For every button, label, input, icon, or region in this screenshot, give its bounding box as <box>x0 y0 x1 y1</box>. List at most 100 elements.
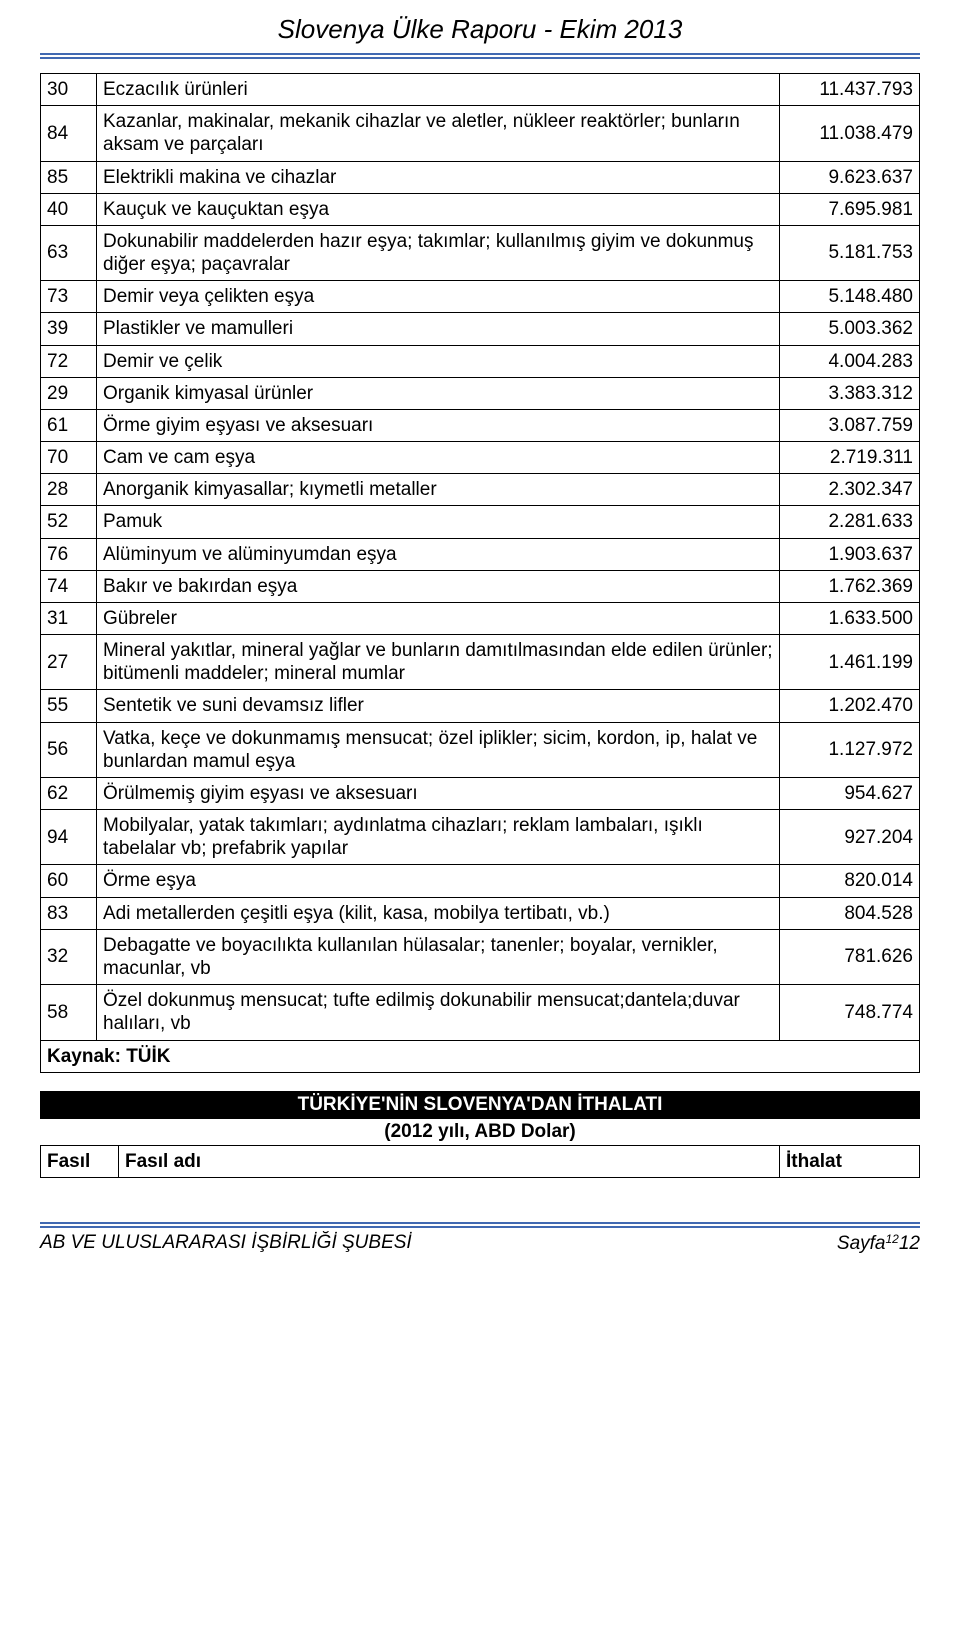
cell-desc: Örme eşya <box>97 865 780 897</box>
table-row: 62Örülmemiş giyim eşyası ve aksesuarı954… <box>41 777 920 809</box>
table-row: 55Sentetik ve suni devamsız lifler1.202.… <box>41 690 920 722</box>
cell-val: 5.181.753 <box>780 225 920 280</box>
cell-code: 63 <box>41 225 97 280</box>
footer-left: AB VE ULUSLARARASI İŞBİRLİĞİ ŞUBESİ <box>40 1232 412 1255</box>
table-row: 27Mineral yakıtlar, mineral yağlar ve bu… <box>41 635 920 690</box>
cell-val: 9.623.637 <box>780 161 920 193</box>
header-underline <box>40 53 920 59</box>
cell-val: 1.903.637 <box>780 538 920 570</box>
cell-val: 11.038.479 <box>780 106 920 161</box>
cell-code: 28 <box>41 474 97 506</box>
table-row: 28Anorganik kimyasallar; kıymetli metall… <box>41 474 920 506</box>
cell-desc: Organik kimyasal ürünler <box>97 377 780 409</box>
cell-val: 3.087.759 <box>780 409 920 441</box>
section-header-table: Fasıl Fasıl adı İthalat <box>40 1145 920 1178</box>
cell-val: 5.003.362 <box>780 313 920 345</box>
cell-desc: Sentetik ve suni devamsız lifler <box>97 690 780 722</box>
table-row: 40Kauçuk ve kauçuktan eşya7.695.981 <box>41 193 920 225</box>
table-row: 32Debagatte ve boyacılıkta kullanılan hü… <box>41 929 920 984</box>
cell-desc: Dokunabilir maddelerden hazır eşya; takı… <box>97 225 780 280</box>
page-title: Slovenya Ülke Raporu - Ekim 2013 <box>40 14 920 45</box>
cell-val: 1.127.972 <box>780 722 920 777</box>
footer-right: Sayfa1212 <box>837 1232 920 1255</box>
cell-code: 84 <box>41 106 97 161</box>
page-header: Slovenya Ülke Raporu - Ekim 2013 <box>40 0 920 51</box>
cell-code: 94 <box>41 810 97 865</box>
table-header-row: Fasıl Fasıl adı İthalat <box>41 1145 920 1177</box>
footer-page-small: 12 <box>886 1232 899 1246</box>
footer-page-prefix: Sayfa <box>837 1233 886 1254</box>
table-row: 63Dokunabilir maddelerden hazır eşya; ta… <box>41 225 920 280</box>
cell-code: 73 <box>41 281 97 313</box>
cell-desc: Demir veya çelikten eşya <box>97 281 780 313</box>
section-subtitle: (2012 yılı, ABD Dolar) <box>40 1119 920 1145</box>
col-header-code: Fasıl <box>41 1145 119 1177</box>
cell-desc: Eczacılık ürünleri <box>97 74 780 106</box>
cell-code: 74 <box>41 570 97 602</box>
cell-code: 27 <box>41 635 97 690</box>
cell-desc: Debagatte ve boyacılıkta kullanılan hüla… <box>97 929 780 984</box>
cell-code: 55 <box>41 690 97 722</box>
cell-code: 76 <box>41 538 97 570</box>
cell-code: 40 <box>41 193 97 225</box>
source-label: Kaynak: TÜİK <box>41 1040 920 1072</box>
cell-desc: Cam ve cam eşya <box>97 442 780 474</box>
cell-val: 1.633.500 <box>780 602 920 634</box>
table-row: 73Demir veya çelikten eşya5.148.480 <box>41 281 920 313</box>
table-row: 31Gübreler1.633.500 <box>41 602 920 634</box>
table-row: 76Alüminyum ve alüminyumdan eşya1.903.63… <box>41 538 920 570</box>
table-row: 58Özel dokunmuş mensucat; tufte edilmiş … <box>41 985 920 1040</box>
cell-val: 4.004.283 <box>780 345 920 377</box>
table-row: 61Örme giyim eşyası ve aksesuarı3.087.75… <box>41 409 920 441</box>
table-row: 84Kazanlar, makinalar, mekanik cihazlar … <box>41 106 920 161</box>
cell-code: 31 <box>41 602 97 634</box>
cell-code: 70 <box>41 442 97 474</box>
cell-desc: Alüminyum ve alüminyumdan eşya <box>97 538 780 570</box>
cell-val: 11.437.793 <box>780 74 920 106</box>
table-row: 94Mobilyalar, yatak takımları; aydınlatm… <box>41 810 920 865</box>
cell-val: 804.528 <box>780 897 920 929</box>
table-row: 39Plastikler ve mamulleri5.003.362 <box>41 313 920 345</box>
cell-desc: Kauçuk ve kauçuktan eşya <box>97 193 780 225</box>
cell-code: 30 <box>41 74 97 106</box>
cell-val: 7.695.981 <box>780 193 920 225</box>
cell-desc: Adi metallerden çeşitli eşya (kilit, kas… <box>97 897 780 929</box>
cell-val: 820.014 <box>780 865 920 897</box>
table-row: 29Organik kimyasal ürünler3.383.312 <box>41 377 920 409</box>
table-row: 74Bakır ve bakırdan eşya1.762.369 <box>41 570 920 602</box>
cell-code: 32 <box>41 929 97 984</box>
cell-code: 83 <box>41 897 97 929</box>
cell-val: 748.774 <box>780 985 920 1040</box>
table-row: 70Cam ve cam eşya2.719.311 <box>41 442 920 474</box>
cell-val: 3.383.312 <box>780 377 920 409</box>
cell-desc: Bakır ve bakırdan eşya <box>97 570 780 602</box>
source-row: Kaynak: TÜİK <box>41 1040 920 1072</box>
cell-desc: Vatka, keçe ve dokunmamış mensucat; özel… <box>97 722 780 777</box>
cell-desc: Elektrikli makina ve cihazlar <box>97 161 780 193</box>
cell-val: 1.762.369 <box>780 570 920 602</box>
cell-desc: Örülmemiş giyim eşyası ve aksesuarı <box>97 777 780 809</box>
cell-code: 62 <box>41 777 97 809</box>
cell-val: 2.302.347 <box>780 474 920 506</box>
cell-val: 954.627 <box>780 777 920 809</box>
cell-desc: Örme giyim eşyası ve aksesuarı <box>97 409 780 441</box>
table-row: 56Vatka, keçe ve dokunmamış mensucat; öz… <box>41 722 920 777</box>
cell-code: 29 <box>41 377 97 409</box>
table-row: 72Demir ve çelik4.004.283 <box>41 345 920 377</box>
cell-desc: Anorganik kimyasallar; kıymetli metaller <box>97 474 780 506</box>
cell-val: 2.719.311 <box>780 442 920 474</box>
cell-code: 56 <box>41 722 97 777</box>
col-header-desc: Fasıl adı <box>119 1145 780 1177</box>
cell-desc: Özel dokunmuş mensucat; tufte edilmiş do… <box>97 985 780 1040</box>
cell-desc: Gübreler <box>97 602 780 634</box>
cell-val: 5.148.480 <box>780 281 920 313</box>
cell-desc: Pamuk <box>97 506 780 538</box>
cell-code: 72 <box>41 345 97 377</box>
table-row: 30Eczacılık ürünleri11.437.793 <box>41 74 920 106</box>
col-header-val: İthalat <box>780 1145 920 1177</box>
cell-code: 52 <box>41 506 97 538</box>
cell-code: 39 <box>41 313 97 345</box>
cell-desc: Mobilyalar, yatak takımları; aydınlatma … <box>97 810 780 865</box>
table-row: 85Elektrikli makina ve cihazlar9.623.637 <box>41 161 920 193</box>
page-footer: AB VE ULUSLARARASI İŞBİRLİĞİ ŞUBESİ Sayf… <box>40 1222 920 1255</box>
